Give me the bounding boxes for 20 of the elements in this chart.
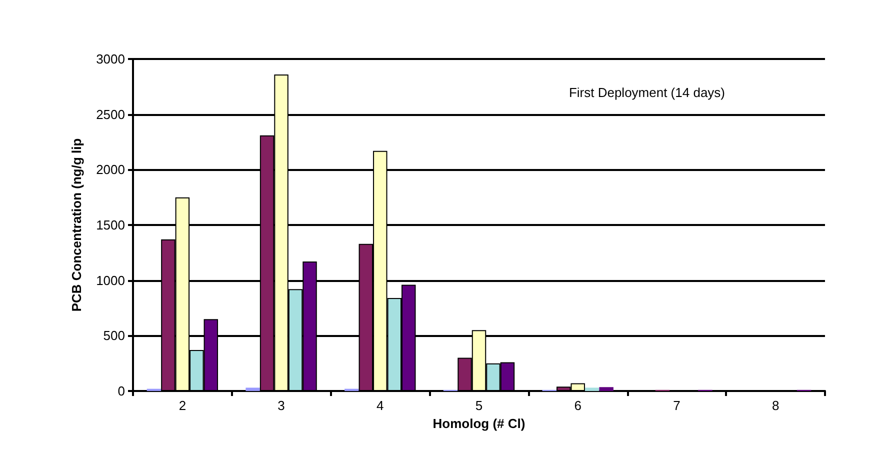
annotation: First Deployment (14 days) — [568, 85, 726, 100]
y-tick-label: 500 — [103, 328, 125, 344]
y-tick-label: 1500 — [96, 218, 125, 232]
y-tick-label: 0 — [118, 384, 125, 398]
x-tick-label: 6 — [574, 398, 582, 413]
bar — [246, 388, 260, 391]
y-tick-label: 3000 — [96, 52, 125, 66]
y-tick-label: 1000 — [96, 272, 125, 288]
bar — [584, 388, 600, 391]
x-tick-label: 8 — [772, 398, 780, 413]
x-tick-label: 7 — [673, 398, 680, 413]
y-axis-title: PCB Concentration (ng/g lip — [69, 138, 84, 312]
y-tick-label: 2500 — [96, 106, 125, 122]
x-tick-label: 5 — [475, 398, 483, 413]
x-axis-title: Homolog (# Cl) — [432, 416, 526, 431]
x-tick-label: 3 — [278, 398, 285, 413]
bar — [599, 387, 614, 391]
y-tick-label: 2000 — [96, 162, 125, 178]
x-tick-label: 2 — [178, 398, 186, 413]
x-tick-label: 4 — [376, 398, 384, 413]
